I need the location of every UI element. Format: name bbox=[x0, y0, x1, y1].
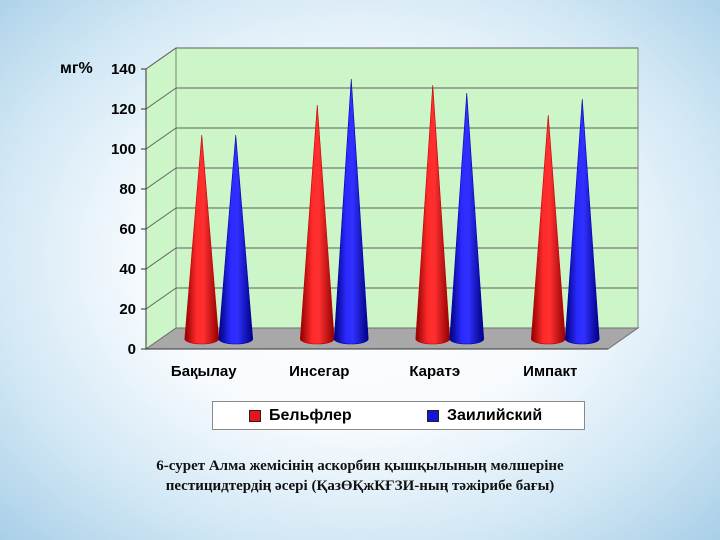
y-tick-label: 0 bbox=[128, 341, 136, 358]
cone-series-2-2 bbox=[449, 92, 485, 345]
y-tick-label: 40 bbox=[119, 261, 136, 278]
y-tick-label: 20 bbox=[119, 301, 136, 318]
y-tick-label: 80 bbox=[119, 181, 136, 198]
y-tick-label: 60 bbox=[119, 221, 136, 238]
cone-series-2-0 bbox=[218, 134, 254, 345]
y-tick-label: 120 bbox=[111, 101, 136, 118]
cone-body bbox=[564, 98, 600, 345]
cone-series-2-3 bbox=[564, 98, 600, 345]
x-tick-label: Каратэ bbox=[409, 363, 460, 380]
legend-item-series-1: Бельфлер bbox=[249, 402, 352, 429]
gridline-side bbox=[145, 207, 177, 230]
cone-body bbox=[333, 78, 369, 345]
cone-body bbox=[449, 92, 485, 345]
x-tick-label: Бақылау bbox=[171, 363, 237, 380]
x-tick-label: Инсегар bbox=[289, 363, 349, 380]
gridline-side bbox=[145, 167, 177, 190]
cone-body bbox=[218, 134, 254, 345]
x-tick-label: Импакт bbox=[523, 363, 577, 380]
gridline-side bbox=[145, 47, 177, 70]
caption-line-2: пестицидтердің әсері (ҚазӨҚжКҒЗИ-ның тәж… bbox=[165, 478, 555, 494]
gridline-side bbox=[145, 127, 177, 150]
y-axis: 0 20 40 60 80 100 120 140 bbox=[111, 61, 608, 358]
figure-caption: 6-сурет Алма жемісінің аскорбин қышқылын… bbox=[100, 456, 620, 496]
gridline-side bbox=[145, 247, 177, 270]
chart-legend: Бельфлер Заилийский bbox=[212, 401, 585, 430]
gridline-side bbox=[145, 87, 177, 110]
y-tick-label: 100 bbox=[111, 141, 136, 158]
legend-swatch-blue bbox=[427, 409, 439, 422]
data-cones bbox=[184, 78, 600, 345]
legend-label-series-1: Бельфлер bbox=[269, 406, 352, 424]
plot-area bbox=[144, 47, 640, 350]
legend-label-series-2: Заилийский bbox=[447, 406, 543, 424]
y-tick-label: 140 bbox=[111, 61, 136, 78]
cone-series-2-1 bbox=[333, 78, 369, 345]
gridlines bbox=[145, 47, 638, 310]
category-labels: Бақылау Инсегар Каратэ Импакт bbox=[171, 363, 577, 380]
gridline-side bbox=[145, 287, 177, 310]
legend-item-series-2: Заилийский bbox=[427, 402, 542, 429]
caption-line-1: 6-сурет Алма жемісінің аскорбин қышқылын… bbox=[156, 458, 564, 474]
plot-side-wall bbox=[145, 47, 177, 350]
y-axis-unit-label: мг% bbox=[60, 60, 93, 77]
legend-swatch-red bbox=[249, 409, 261, 422]
